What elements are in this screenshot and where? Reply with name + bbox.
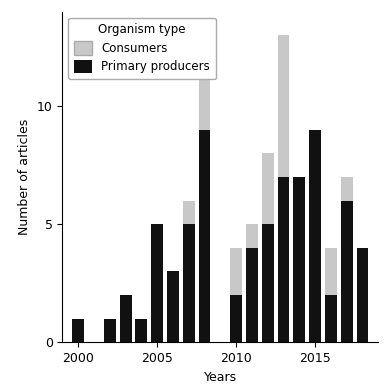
Bar [309, 130, 321, 342]
Bar [325, 248, 337, 295]
Bar [278, 35, 289, 177]
Bar [325, 295, 337, 342]
Bar [183, 201, 195, 224]
Bar [167, 272, 179, 342]
Bar [183, 224, 195, 342]
Bar [72, 319, 84, 342]
Bar [341, 201, 353, 342]
Bar [199, 59, 211, 130]
Bar [341, 177, 353, 201]
Y-axis label: Number of articles: Number of articles [18, 119, 31, 235]
Bar [293, 177, 305, 342]
Bar [230, 248, 242, 295]
Bar [199, 130, 211, 342]
Bar [278, 177, 289, 342]
Bar [230, 295, 242, 342]
Bar [356, 248, 369, 342]
Bar [120, 295, 131, 342]
Legend: Consumers, Primary producers: Consumers, Primary producers [68, 18, 216, 79]
Bar [246, 224, 258, 248]
Bar [246, 248, 258, 342]
Bar [135, 319, 147, 342]
X-axis label: Years: Years [204, 371, 237, 384]
Bar [262, 224, 274, 342]
Bar [104, 319, 116, 342]
Bar [262, 153, 274, 224]
Bar [151, 224, 163, 342]
